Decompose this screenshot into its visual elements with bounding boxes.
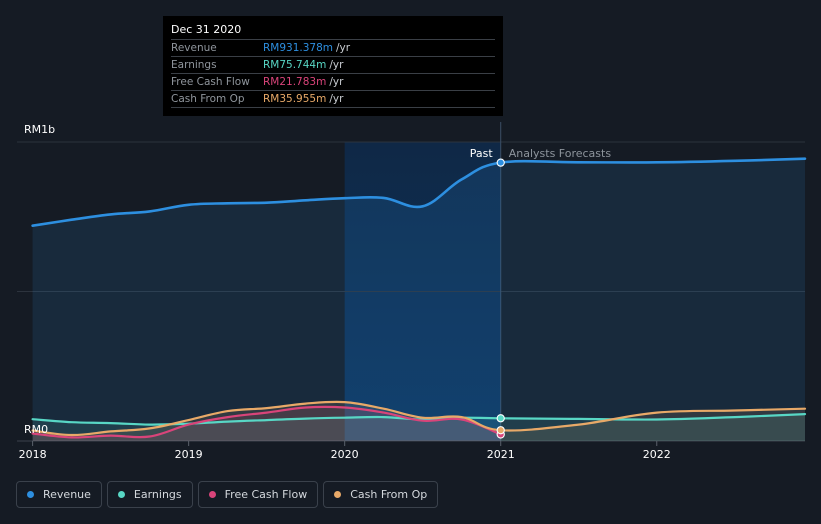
x-tick-label: 2018 xyxy=(19,448,47,461)
cash-from-op-line xyxy=(31,400,807,437)
y-tick-label: RM1b xyxy=(24,123,55,136)
tooltip-row-earnings: Earnings RM75.744m /yr xyxy=(171,56,495,73)
cash-from-op-marker xyxy=(496,426,505,435)
tooltip-value: RM931.378m xyxy=(263,42,334,54)
revenue-area xyxy=(32,158,806,441)
legend-dot-icon xyxy=(208,491,216,498)
legend-cash-from-op[interactable]: Cash From Op xyxy=(323,481,439,508)
tooltip-label: Free Cash Flow xyxy=(171,76,250,88)
data-tooltip: Dec 31 2020 Revenue RM931.378m /yr Earni… xyxy=(163,16,503,116)
free-cash-flow-area xyxy=(32,406,501,441)
tooltip-unit: /yr xyxy=(336,42,351,54)
x-tick-label: 2020 xyxy=(331,448,359,461)
tooltip-label: Revenue xyxy=(171,42,217,54)
chart-legend: Revenue Earnings Free Cash Flow Cash Fro… xyxy=(16,481,443,508)
legend-earnings[interactable]: Earnings xyxy=(106,481,193,508)
tooltip-unit: /yr xyxy=(329,76,344,88)
tooltip-unit: /yr xyxy=(329,59,344,71)
past-label: Past xyxy=(470,147,494,160)
legend-dot-icon xyxy=(27,491,34,498)
legend-label: Earnings xyxy=(133,488,182,501)
free-cash-flow-line xyxy=(31,405,502,439)
x-tick-label: 2022 xyxy=(643,448,671,461)
earnings-marker xyxy=(496,414,505,423)
tooltip-label: Cash From Op xyxy=(171,93,245,105)
legend-dot-icon xyxy=(117,491,125,498)
tooltip-value: RM21.783m xyxy=(263,76,327,88)
tooltip-unit: /yr xyxy=(329,93,344,105)
legend-dot-icon xyxy=(334,491,342,498)
tooltip-date: Dec 31 2020 xyxy=(171,23,242,36)
legend-label: Cash From Op xyxy=(350,488,428,501)
x-tick-label: 2019 xyxy=(175,448,203,461)
tooltip-row-revenue: Revenue RM931.378m /yr xyxy=(171,39,495,56)
revenue-line xyxy=(31,157,807,227)
tooltip-row-cash-from-op: Cash From Op RM35.955m /yr xyxy=(171,90,495,108)
earnings-area xyxy=(32,414,806,441)
legend-free-cash-flow[interactable]: Free Cash Flow xyxy=(197,481,319,508)
y-tick-label: RM0 xyxy=(24,423,48,436)
tooltip-label: Earnings xyxy=(171,59,217,71)
revenue-marker xyxy=(496,158,505,167)
legend-revenue[interactable]: Revenue xyxy=(16,481,102,508)
x-tick-label: 2021 xyxy=(487,448,515,461)
tooltip-row-free-cash-flow: Free Cash Flow RM21.783m /yr xyxy=(171,73,495,90)
legend-label: Free Cash Flow xyxy=(224,488,308,501)
earnings-line xyxy=(31,413,807,426)
tooltip-value: RM75.744m xyxy=(263,59,327,71)
legend-label: Revenue xyxy=(43,488,91,501)
tooltip-value: RM35.955m xyxy=(263,93,327,105)
analysts-forecasts-label: Analysts Forecasts xyxy=(509,147,612,160)
